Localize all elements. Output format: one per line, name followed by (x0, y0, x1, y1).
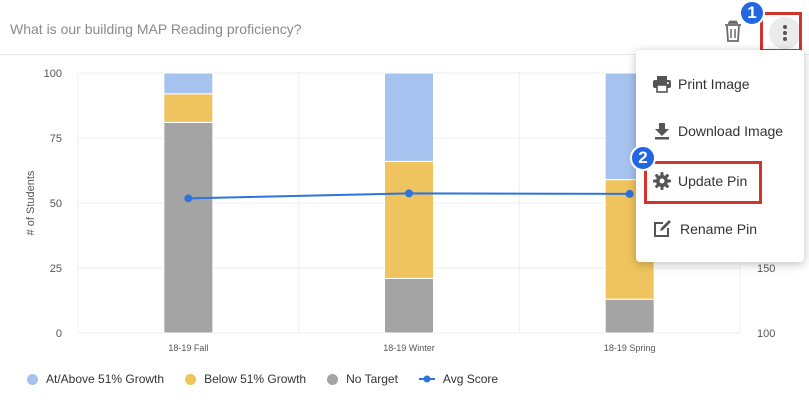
stacked-bar-chart: # of Students 0 25 50 75 100 150 100 18-19 Fa… (25, 68, 775, 353)
legend-item-avg-score[interactable]: Avg Score (418, 372, 499, 386)
bar-segment (163, 121, 214, 334)
avg-score-point (184, 194, 193, 203)
trash-icon[interactable] (722, 20, 744, 44)
legend-item-at-above[interactable]: At/Above 51% Growth (27, 372, 164, 386)
legend-item-below[interactable]: Below 51% Growth (185, 372, 306, 386)
legend: At/Above 51% Growth Below 51% Growth No … (27, 372, 519, 386)
bar-segment (163, 93, 214, 123)
x-tick-labels: 18-19 Fall 18-19 Winter 18-19 Spring (168, 343, 655, 353)
edit-icon (654, 220, 671, 237)
menu-item-download-image[interactable]: Download Image (636, 109, 804, 153)
y-tick-label: 25 (50, 263, 62, 275)
download-icon (655, 123, 669, 140)
avg-score-point (625, 189, 634, 198)
options-menu: Print Image Download Image Update Pin (636, 50, 804, 262)
y2-tick-labels: 150 100 (757, 263, 775, 340)
menu-item-label: Download Image (678, 123, 784, 139)
legend-item-no-target[interactable]: No Target (327, 372, 398, 386)
legend-swatch (185, 373, 197, 385)
avg-score-line (184, 189, 634, 203)
y-tick-label: 50 (50, 198, 62, 210)
y-tick-labels: 0 25 50 75 100 (44, 68, 62, 340)
x-tick-label: 18-19 Winter (383, 343, 435, 353)
menu-item-label: Print Image (678, 76, 750, 92)
bar-segment (604, 298, 655, 334)
legend-label: Below 51% Growth (204, 372, 307, 386)
menu-item-update-pin[interactable]: Update Pin (636, 159, 804, 203)
update-pin-highlight-box (644, 161, 762, 204)
page-title: What is our building MAP Reading profici… (10, 21, 302, 37)
legend-label: No Target (346, 372, 398, 386)
more-options-button[interactable] (769, 17, 801, 49)
y-axis-label-group: # of Students (25, 170, 37, 235)
legend-label: At/Above 51% Growth (46, 372, 165, 386)
y-tick-label: 0 (56, 328, 62, 340)
step-badge-1: 1 (739, 0, 765, 26)
bar-segment (384, 277, 434, 334)
y-axis-label: # of Students (25, 170, 37, 235)
avg-score-point (405, 189, 413, 198)
step-badge-2: 2 (630, 145, 656, 171)
legend-swatch (27, 373, 38, 385)
gear-icon (653, 172, 671, 190)
bar-segment (163, 72, 214, 95)
legend-label: Avg Score (442, 372, 499, 386)
kebab-icon (783, 25, 787, 41)
y2-tick-label: 100 (757, 328, 775, 340)
header-divider (0, 54, 809, 55)
y-tick-label: 75 (50, 133, 62, 145)
legend-swatch (327, 373, 339, 385)
y2-tick-label: 150 (757, 263, 775, 275)
x-tick-label: 18-19 Fall (168, 343, 208, 353)
kebab-highlight-box (760, 12, 802, 52)
x-tick-label: 18-19 Spring (604, 343, 656, 353)
printer-icon (653, 76, 671, 93)
y-tick-label: 100 (44, 68, 62, 80)
bar-segment (384, 72, 434, 162)
menu-item-print-image[interactable]: Print Image (636, 62, 804, 106)
menu-item-rename-pin[interactable]: Rename Pin (636, 207, 804, 251)
menu-item-label: Rename Pin (680, 221, 758, 237)
bar-segment (384, 160, 434, 279)
menu-item-label: Update Pin (678, 173, 748, 189)
line-swatch-icon (418, 375, 435, 383)
